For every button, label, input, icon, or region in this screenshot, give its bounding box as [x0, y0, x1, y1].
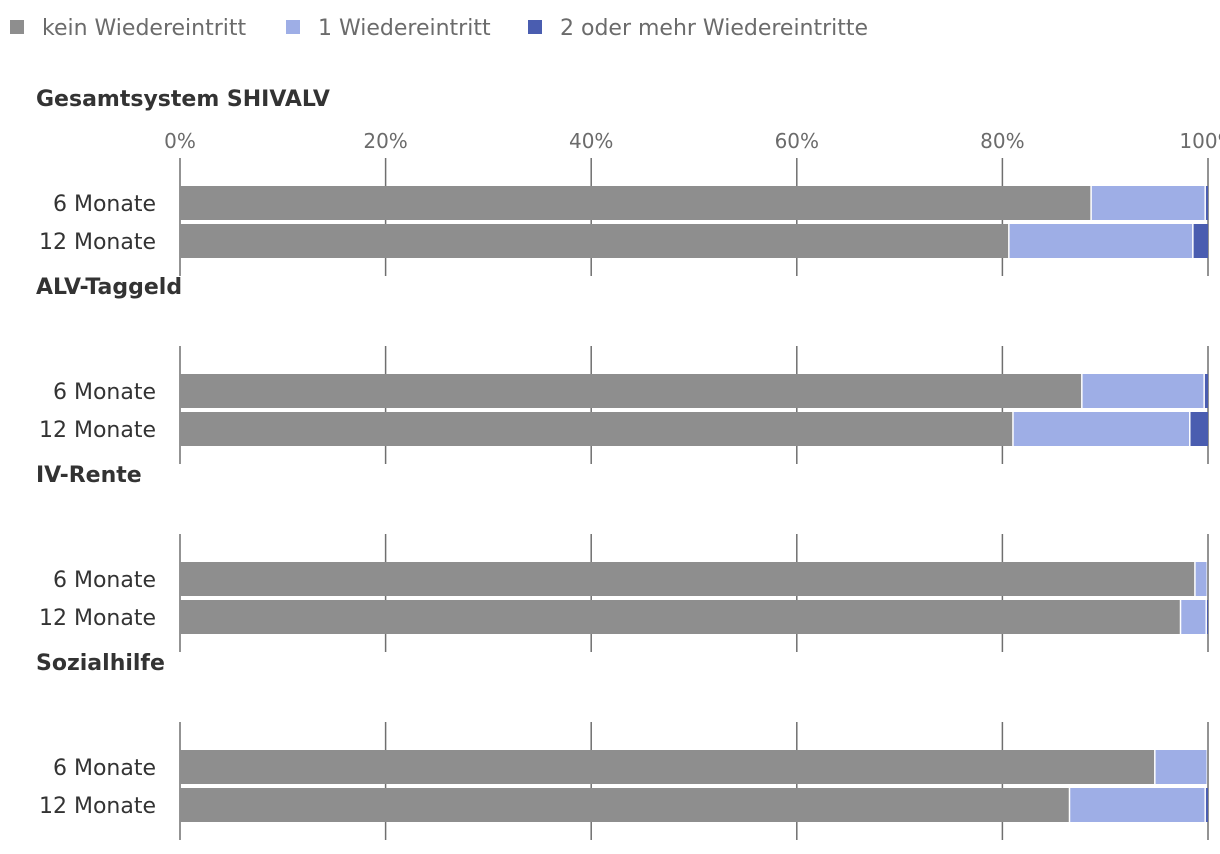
bar-segment — [1190, 412, 1208, 446]
category-label: 6 Monate — [53, 756, 156, 781]
bar-segment — [1205, 186, 1208, 220]
bar-segment — [1082, 374, 1204, 408]
legend-label: 1 Wiedereintritt — [318, 16, 491, 41]
bar-segment — [1206, 600, 1208, 634]
x-tick-label: 0% — [164, 129, 196, 153]
bar-segment — [180, 600, 1180, 634]
bar-segment — [180, 224, 1009, 258]
bar-segment — [180, 562, 1195, 596]
x-tick-label: 80% — [980, 129, 1024, 153]
legend-entry: 1 Wiedereintritt — [286, 16, 491, 41]
x-tick-label: 100% — [1179, 129, 1220, 153]
bar-segment — [180, 750, 1155, 784]
legend-entry: kein Wiedereintritt — [10, 16, 247, 41]
x-tick-label: 60% — [775, 129, 819, 153]
legend-label: kein Wiedereintritt — [42, 16, 247, 41]
bar-segment — [180, 788, 1069, 822]
panel-title: ALV-Taggeld — [36, 275, 182, 300]
panel-title: IV-Rente — [36, 463, 142, 488]
category-label: 6 Monate — [53, 192, 156, 217]
legend-entry: 2 oder mehr Wiedereintritte — [528, 16, 868, 41]
chart-panel: Sozialhilfe 6 Monate 12 Monate — [36, 651, 1209, 840]
x-tick-label: 20% — [363, 129, 407, 153]
category-label: 6 Monate — [53, 380, 156, 405]
chart-panel: ALV-Taggeld 6 Monate 12 Monate — [36, 275, 1209, 464]
bar-segment — [1013, 412, 1190, 446]
bar-segment — [1091, 186, 1205, 220]
chart-panels: Gesamtsystem SHIVALV 0% 20% 40% 60% 80% 100% 6 … — [36, 87, 1220, 840]
bar-segment — [1181, 600, 1206, 634]
bar-segment — [180, 186, 1091, 220]
legend-swatch — [528, 20, 542, 34]
legend-label: 2 oder mehr Wiedereintritte — [560, 16, 868, 41]
x-tick-label: 40% — [569, 129, 613, 153]
panel-title: Gesamtsystem SHIVALV — [36, 87, 330, 112]
category-label: 12 Monate — [39, 606, 156, 631]
category-label: 6 Monate — [53, 568, 156, 593]
legend-swatch — [286, 20, 300, 34]
chart-panel: IV-Rente 6 Monate 12 Monate — [36, 463, 1209, 652]
bar-segment — [180, 412, 1013, 446]
legend-swatch — [10, 20, 24, 34]
bar-segment — [180, 374, 1082, 408]
legend: kein Wiedereintritt 1 Wiedereintritt 2 ode… — [10, 16, 868, 41]
bar-segment — [1205, 788, 1208, 822]
panel-title: Sozialhilfe — [36, 651, 165, 676]
category-label: 12 Monate — [39, 418, 156, 443]
category-label: 12 Monate — [39, 794, 156, 819]
bar-segment — [1195, 562, 1207, 596]
bar-segment — [1193, 224, 1208, 258]
category-label: 12 Monate — [39, 230, 156, 255]
bar-segment — [1009, 224, 1193, 258]
bar-segment — [1155, 750, 1207, 784]
chart-panel: Gesamtsystem SHIVALV 0% 20% 40% 60% 80% 100% 6 … — [36, 87, 1220, 276]
bar-segment — [1070, 788, 1205, 822]
bar-segment — [1204, 374, 1208, 408]
